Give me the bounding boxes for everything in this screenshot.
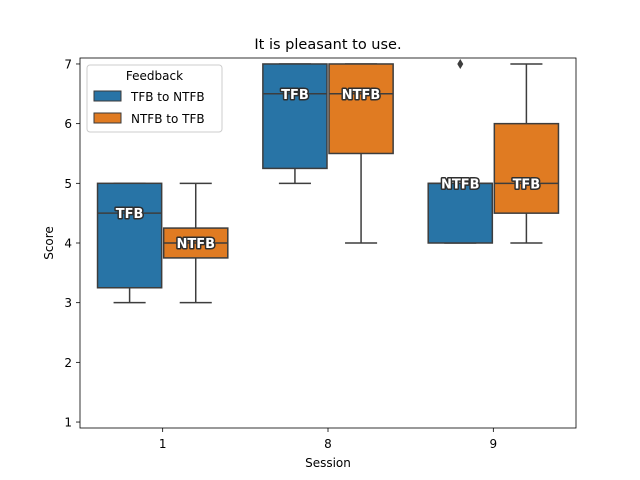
legend-title: Feedback	[126, 69, 183, 83]
legend-entry-tfb-to-ntfb: TFB to NTFB	[130, 90, 205, 104]
box-ntfb-to-tfb-session-8-label: NTFB	[342, 88, 381, 103]
x-tick-label-8: 8	[324, 437, 332, 451]
plot-area: 1 2 3 4 5 6 7 1 8 9 TFB TFB NTFB NTFB NTFB TFB	[64, 57, 577, 451]
legend: Feedback TFB to NTFB NTFB to TFB	[86, 64, 223, 133]
legend-entry-ntfb-to-tfb: NTFB to TFB	[131, 112, 205, 126]
box-ntfb-to-tfb-session-1-label: NTFB	[176, 237, 215, 252]
legend-swatch-tfb-to-ntfb	[93, 90, 122, 102]
box-tfb-to-ntfb-session-9-label: NTFB	[441, 177, 480, 192]
y-tick-label-1: 1	[64, 416, 72, 430]
box-tfb-to-ntfb-session-9-outlier-0	[457, 58, 464, 69]
y-tick-label-6: 6	[64, 117, 72, 131]
y-tick-label-2: 2	[64, 356, 72, 370]
x-tick-label-1: 1	[159, 437, 167, 451]
y-tick-label-4: 4	[64, 237, 72, 251]
legend-swatch-ntfb-to-tfb	[93, 112, 122, 124]
y-axis-label: Score	[42, 226, 56, 260]
box-tfb-to-ntfb-session-9-body	[427, 182, 494, 244]
x-axis-label: Session	[305, 456, 351, 470]
y-tick-label-5: 5	[64, 177, 72, 191]
box-ntfb-to-tfb-session-9-label: TFB	[513, 177, 541, 192]
x-tick-label-9: 9	[490, 437, 498, 451]
box-tfb-to-ntfb-session-8-body	[262, 63, 328, 170]
box-tfb-to-ntfb-session-1-body	[96, 182, 163, 289]
box-tfb-to-ntfb-session-8-label: TFB	[281, 88, 309, 103]
box-ntfb-to-tfb-session-8-body	[328, 63, 394, 155]
axes-frame	[79, 57, 577, 429]
box-ntfb-to-tfb-session-9-body	[493, 122, 560, 214]
y-tick-label-7: 7	[64, 57, 72, 71]
y-tick-label-3: 3	[64, 296, 72, 310]
box-tfb-to-ntfb-session-1-label: TFB	[116, 207, 144, 222]
chart-title: It is pleasant to use.	[254, 37, 401, 53]
